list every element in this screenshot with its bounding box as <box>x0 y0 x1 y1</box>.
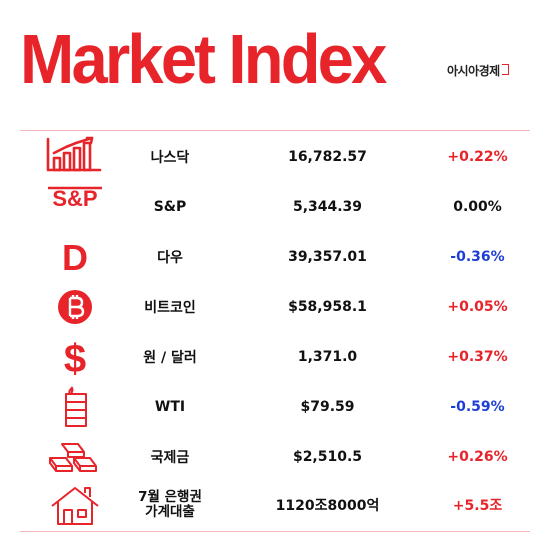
dow-letter-icon: D <box>42 236 108 278</box>
oil-barrel-icon <box>42 386 108 428</box>
index-row-krw-usd: $ 원 / 달러 1,371.0 +0.37% <box>0 332 550 382</box>
index-row-wti: WTI $79.59 -0.59% <box>0 382 550 432</box>
bitcoin-icon <box>42 286 108 328</box>
index-row-dow: D 다우 39,357.01 -0.36% <box>0 232 550 282</box>
index-value: 39,357.01 <box>288 249 367 265</box>
top-divider <box>20 130 530 131</box>
index-value: 5,344.39 <box>292 199 363 215</box>
index-name: 나스닥 <box>150 150 190 166</box>
index-name-text: 7월 은행권 가계대출 <box>138 489 202 520</box>
index-change: 0.00% <box>453 199 502 215</box>
index-change: -0.59% <box>450 399 505 415</box>
index-name: WTI <box>154 399 186 415</box>
brand-name: 아시아경제 <box>447 64 500 78</box>
gold-bars-icon <box>42 436 108 478</box>
index-change: +0.22% <box>447 149 508 165</box>
dollar-icon-text: $ <box>64 337 86 378</box>
index-value: 1,371.0 <box>297 349 358 365</box>
bottom-divider <box>20 531 530 532</box>
index-change: -0.36% <box>450 249 505 265</box>
index-row-sp: S&P S&P 5,344.39 0.00% <box>0 182 550 232</box>
bar-chart-icon <box>42 136 108 178</box>
index-name: 다우 <box>157 250 183 266</box>
index-row-bitcoin: 비트코인 $58,958.1 +0.05% <box>0 282 550 332</box>
index-value: 1120조8000억 <box>275 498 380 514</box>
index-value: $79.59 <box>300 399 355 415</box>
sp-text-icon: S&P <box>42 186 108 228</box>
index-name: 비트코인 <box>144 300 196 316</box>
index-name: S&P <box>153 199 187 215</box>
house-icon <box>42 484 108 526</box>
index-row-gold: 국제금 $2,510.5 +0.26% <box>0 432 550 482</box>
index-row-nasdaq: 나스닥 16,782.57 +0.22% <box>0 132 550 182</box>
dow-icon-text: D <box>62 237 88 278</box>
index-value: $58,958.1 <box>288 299 367 315</box>
index-value: 16,782.57 <box>288 149 367 165</box>
page-title: Market Index <box>20 20 387 98</box>
brand-mark-icon <box>501 64 509 75</box>
index-change: +5.5조 <box>452 498 503 514</box>
index-name: 7월 은행권 가계대출 <box>125 480 215 530</box>
index-value: $2,510.5 <box>292 449 363 465</box>
index-change: +0.37% <box>447 349 508 365</box>
index-name: 국제금 <box>150 450 190 466</box>
index-row-household-loans: 7월 은행권 가계대출 1120조8000억 +5.5조 <box>0 480 550 530</box>
index-change: +0.05% <box>447 299 508 315</box>
dollar-icon: $ <box>42 336 108 378</box>
index-name: 원 / 달러 <box>143 350 197 366</box>
brand-logo: 아시아경제 <box>447 62 509 79</box>
sp-icon-text: S&P <box>52 186 97 211</box>
index-change: +0.26% <box>447 449 508 465</box>
